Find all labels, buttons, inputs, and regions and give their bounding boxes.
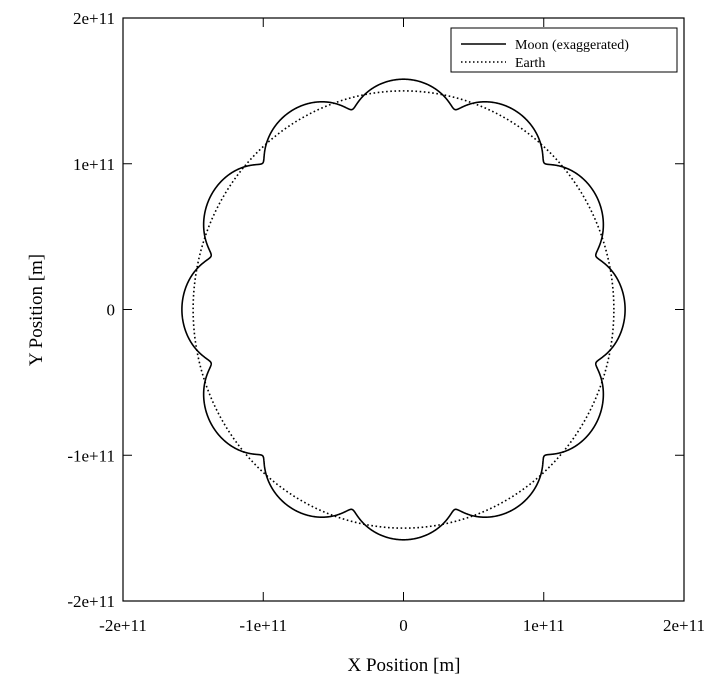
y-tick-label-1: -1e+11: [67, 446, 115, 465]
y-tick-label-4: 2e+11: [73, 9, 115, 28]
legend: Moon (exaggerated) Earth: [450, 27, 678, 73]
x-tick-label-0: -2e+11: [99, 616, 147, 635]
y-axis-title: Y Position [m]: [26, 254, 47, 366]
legend-moon-label: Moon (exaggerated): [515, 38, 629, 53]
x-axis-title: X Position [m]: [348, 655, 461, 676]
x-tick-label-4: 2e+11: [663, 616, 705, 635]
legend-earth-label: Earth: [515, 56, 545, 71]
y-tick-label-0: -2e+11: [67, 592, 115, 611]
y-tick-label-3: 1e+11: [73, 155, 115, 174]
plot-frame: [122, 17, 685, 602]
legend-box: [450, 27, 678, 73]
x-tick-label-3: 1e+11: [523, 616, 565, 635]
x-axis-ticks: -2e+11 -1e+11 0 1e+11 2e+11: [99, 18, 705, 635]
x-tick-label-1: -1e+11: [239, 616, 287, 635]
earth-orbit-line: [192, 90, 615, 529]
x-tick-label-2: 0: [399, 616, 408, 635]
y-axis-ticks: -2e+11 -1e+11 0 1e+11 2e+11: [67, 9, 684, 611]
moon-orbit-line: [181, 78, 626, 541]
y-tick-label-2: 0: [107, 301, 116, 320]
